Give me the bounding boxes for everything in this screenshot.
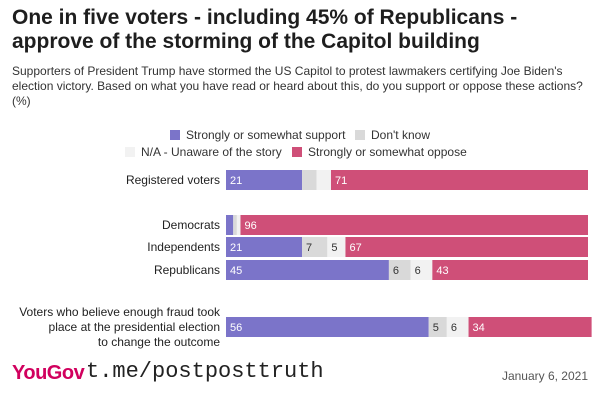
- category-label: Democrats: [162, 218, 220, 232]
- bar-segment: [302, 170, 317, 190]
- bar-segment: [446, 317, 469, 337]
- data-label: 56: [230, 322, 242, 334]
- category-label: Republicans: [154, 263, 220, 277]
- data-label: 6: [451, 322, 457, 334]
- legend-label-dont-know: Don't know: [371, 128, 430, 142]
- watermark-text: t.me/postposttruth: [86, 359, 324, 384]
- legend-swatch-dont-know: [355, 130, 365, 140]
- data-label: 34: [473, 322, 485, 334]
- bar-segment: [236, 215, 241, 235]
- category-label: Independents: [147, 240, 220, 254]
- legend-item-unaware: N/A - Unaware of the story: [125, 145, 282, 159]
- data-label: 5: [331, 242, 337, 254]
- legend-label-oppose: Strongly or somewhat oppose: [308, 145, 467, 159]
- data-label: 6: [393, 265, 399, 277]
- bar-segment: [240, 215, 589, 235]
- data-label: 43: [436, 265, 448, 277]
- legend-swatch-oppose: [292, 147, 302, 157]
- bar-segment: [302, 237, 328, 257]
- bar-segment: [226, 260, 389, 280]
- bar-segment: [428, 317, 447, 337]
- bar-segment: [226, 317, 429, 337]
- data-label: 5: [433, 322, 439, 334]
- data-label: 67: [349, 242, 361, 254]
- legend-label-unaware: N/A - Unaware of the story: [141, 145, 282, 159]
- data-label: 6: [415, 265, 421, 277]
- data-label: 45: [230, 265, 242, 277]
- publication-date: January 6, 2021: [501, 369, 588, 383]
- legend-swatch-unaware: [125, 147, 135, 157]
- legend-item-support: Strongly or somewhat support: [170, 128, 345, 142]
- legend-item-dont-know: Don't know: [355, 128, 430, 142]
- bar-segment: [327, 237, 346, 257]
- data-label: 21: [230, 242, 242, 254]
- data-label: 96: [244, 220, 256, 232]
- bar-segment: [432, 260, 588, 280]
- category-label: Registered voters: [126, 173, 220, 187]
- bar-segment: [226, 170, 303, 190]
- bar-segment: [316, 170, 331, 190]
- data-label: 71: [335, 175, 347, 187]
- legend-swatch-support: [170, 130, 180, 140]
- bar-segment: [388, 260, 411, 280]
- bar-segment: [226, 237, 303, 257]
- chart-title: One in five voters - including 45% of Re…: [12, 6, 518, 53]
- bar-segment: [345, 237, 588, 257]
- bar-segment: [410, 260, 433, 280]
- bar-segment: [226, 215, 234, 235]
- category-label: Voters who believe enough fraud took plac…: [19, 305, 221, 349]
- bar-segment: [233, 215, 237, 235]
- legend-item-oppose: Strongly or somewhat oppose: [292, 145, 467, 159]
- legend-label-support: Strongly or somewhat support: [186, 128, 346, 142]
- data-label: 7: [306, 242, 312, 254]
- bar-segment: [468, 317, 592, 337]
- chart-subtitle: Supporters of President Trump have storm…: [12, 64, 583, 108]
- yougov-logo: YouGov: [12, 362, 85, 384]
- data-label: 21: [230, 175, 242, 187]
- bar-segment: [330, 170, 588, 190]
